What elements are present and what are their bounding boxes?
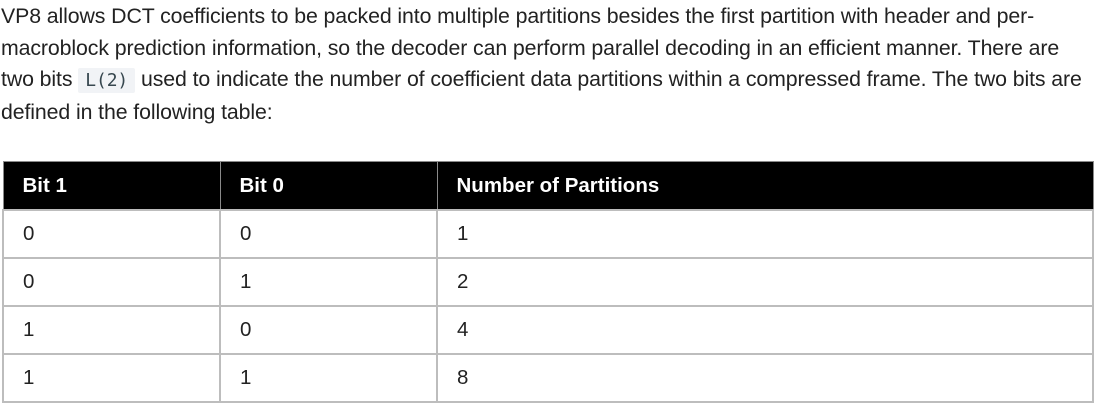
cell-number-of-partitions: 8 (436, 353, 1094, 403)
cell-bit-1: 0 (2, 257, 221, 307)
cell-bit-1: 0 (2, 209, 221, 259)
table-row: 0 0 1 (2, 209, 1094, 259)
cell-bit-1: 1 (2, 305, 221, 355)
cell-number-of-partitions: 1 (436, 209, 1094, 259)
header-bit-1: Bit 1 (2, 161, 221, 211)
table-row: 0 1 2 (2, 257, 1094, 307)
partitions-table: Bit 1 Bit 0 Number of Partitions 0 0 1 0… (2, 161, 1094, 403)
cell-bit-0: 0 (219, 209, 438, 259)
header-bit-0: Bit 0 (219, 161, 438, 211)
cell-bit-0: 0 (219, 305, 438, 355)
header-number-of-partitions: Number of Partitions (436, 161, 1094, 211)
intro-paragraph: VP8 allows DCT coefficients to be packed… (1, 1, 1091, 128)
table-row: 1 1 8 (2, 353, 1094, 403)
cell-bit-1: 1 (2, 353, 221, 403)
intro-text-end: used to indicate the number of coefficie… (1, 67, 1082, 124)
cell-number-of-partitions: 4 (436, 305, 1094, 355)
cell-number-of-partitions: 2 (436, 257, 1094, 307)
table-row: 1 0 4 (2, 305, 1094, 355)
cell-bit-0: 1 (219, 353, 438, 403)
bits-code: L(2) (78, 68, 136, 93)
table-header-row: Bit 1 Bit 0 Number of Partitions (2, 161, 1094, 211)
cell-bit-0: 1 (219, 257, 438, 307)
intro-text-start: VP8 allows DCT coefficients to be packed… (1, 4, 1060, 91)
